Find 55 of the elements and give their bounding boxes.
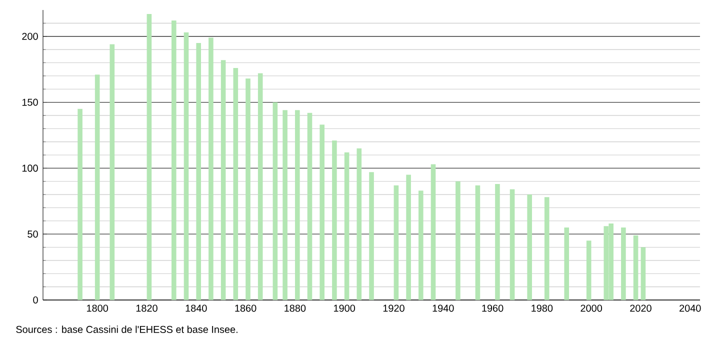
bar: [640, 247, 646, 300]
bar: [172, 20, 176, 300]
y-tick-label: 0: [33, 296, 38, 304]
bar: [621, 228, 626, 300]
bar: [110, 44, 115, 300]
x-tick-label: 1980: [532, 304, 553, 312]
bar: [344, 152, 350, 300]
x-tick-label: 1860: [235, 304, 256, 312]
bar: [295, 110, 300, 300]
x-tick-label: 1820: [136, 304, 158, 312]
bar: [586, 240, 592, 300]
bar: [394, 185, 399, 300]
bar: [430, 164, 436, 300]
bar: [406, 174, 411, 300]
bar: [544, 197, 550, 300]
x-tick-label: 1940: [432, 304, 454, 312]
x-tick-label: 2000: [580, 304, 602, 312]
bar: [220, 60, 226, 300]
bar: [272, 102, 278, 300]
bar: [456, 181, 460, 300]
x-tick-label: 1840: [186, 304, 207, 312]
x-tick-label: 1920: [383, 304, 404, 312]
bar: [208, 38, 214, 300]
x-tick-label: 2040: [680, 304, 701, 312]
bar: [418, 190, 424, 300]
bar: [633, 235, 638, 300]
y-tick-label: 100: [22, 164, 38, 172]
bar: [282, 110, 288, 300]
bar: [184, 32, 189, 300]
x-tick-label: 1900: [334, 304, 356, 312]
x-tick-label: 1960: [482, 304, 504, 312]
bar: [246, 78, 250, 300]
bar: [356, 148, 362, 300]
bar: [78, 108, 82, 300]
source-note: Sources : base Cassini de l'EHESS et base Insee.: [16, 326, 238, 333]
x-tick-label: 1880: [284, 304, 306, 312]
bar: [320, 124, 325, 300]
bar: [332, 140, 337, 300]
bar: [94, 74, 100, 300]
bar: [527, 194, 532, 300]
bar: [495, 184, 500, 300]
bar: [369, 172, 374, 300]
bar: [510, 189, 515, 300]
bar: [146, 14, 152, 300]
bar: [475, 185, 480, 300]
bar: [258, 73, 263, 300]
x-tick-label: 1800: [87, 304, 108, 312]
y-tick-label: 50: [28, 230, 38, 238]
bar: [233, 68, 238, 300]
bar: [307, 112, 312, 300]
bar: [564, 228, 570, 300]
y-tick-label: 200: [22, 32, 38, 40]
x-tick-label: 2020: [630, 304, 652, 312]
bar: [196, 42, 202, 300]
y-tick-label: 150: [22, 98, 38, 106]
